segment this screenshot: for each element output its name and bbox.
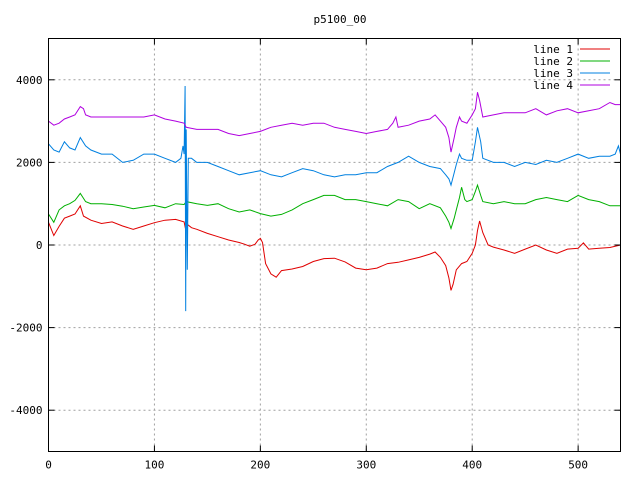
legend-label-2: line 2 [533,55,573,68]
series-line-1 [48,204,621,291]
series-line-4 [48,92,621,153]
legend-label-1: line 1 [533,43,573,56]
series-line-2 [48,183,621,231]
series-layer [48,85,621,312]
y-tick-label-4: 4000 [16,74,43,87]
axis-ticks: 0 100 200 300 400 500 -4000 -2000 0 2000 4000 [9,38,621,472]
x-tick-label-1: 100 [144,459,164,472]
y-tick-label-1: -2000 [9,322,42,335]
series-line-3 [48,85,621,312]
legend-label-4: line 4 [533,79,573,92]
legend-label-3: line 3 [533,67,573,80]
x-tick-label-4: 400 [462,459,482,472]
y-tick-label-3: 2000 [16,156,43,169]
x-tick-label-0: 0 [45,459,52,472]
x-tick-label-5: 500 [568,459,588,472]
x-tick-label-3: 300 [356,459,376,472]
chart-title: p5100_00 [314,13,367,26]
y-tick-label-0: -4000 [9,404,42,417]
y-tick-label-2: 0 [36,239,43,252]
x-tick-label-2: 200 [250,459,270,472]
